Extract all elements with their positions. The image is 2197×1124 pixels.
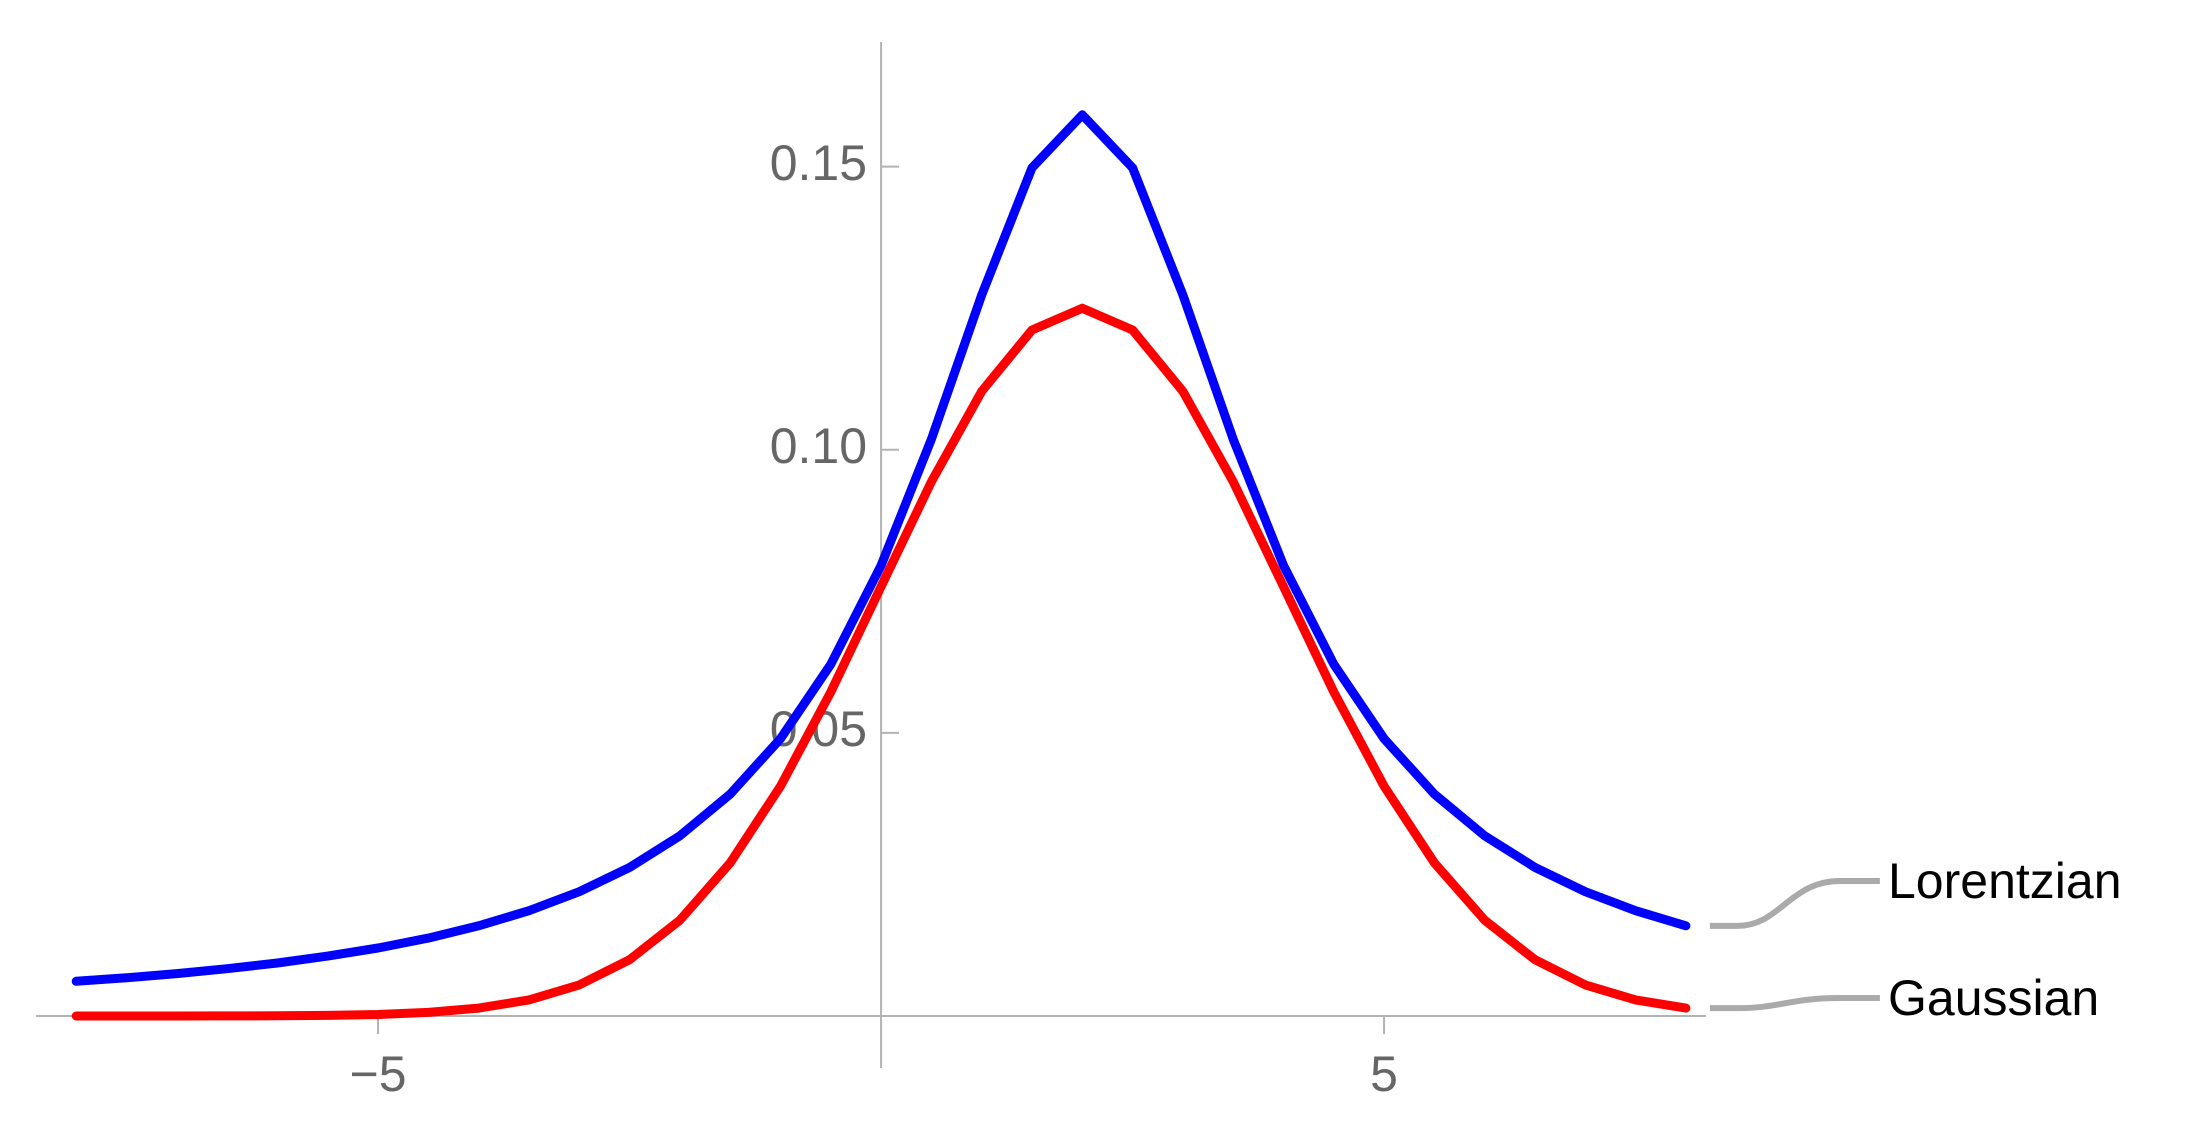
series-line: [71, 110, 1691, 986]
x-tick-label: −5: [350, 1046, 407, 1102]
y-tick-label: 0.15: [770, 135, 867, 191]
legend-leader: [1709, 878, 1880, 929]
legend-leader: [1709, 995, 1880, 1012]
y-tick-label: 0.10: [770, 418, 867, 474]
series-line: [71, 303, 1691, 1021]
x-tick-label: 5: [1370, 1046, 1398, 1102]
legend-label: Lorentzian: [1888, 853, 2122, 909]
legend-label: Gaussian: [1888, 970, 2099, 1026]
